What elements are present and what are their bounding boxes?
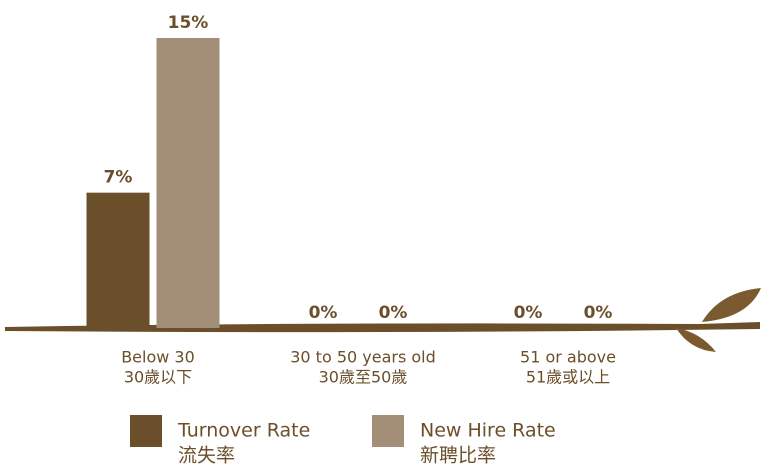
- value-label: 7%: [104, 168, 133, 188]
- legend-label: Turnover Rate: [177, 420, 310, 442]
- leaf: [702, 288, 761, 322]
- value-label: 0%: [309, 303, 338, 323]
- branch: [5, 288, 761, 352]
- legend-label: 新聘比率: [420, 445, 496, 467]
- legend-label: 流失率: [178, 445, 235, 467]
- legend-swatch: [372, 415, 404, 447]
- bar: [86, 192, 150, 328]
- leaf: [676, 328, 716, 352]
- x-tick-label: Below 30: [121, 348, 195, 367]
- x-tick-label: 30 to 50 years old: [290, 348, 436, 367]
- value-label: 15%: [168, 13, 209, 33]
- x-tick-label: 51歲或以上: [526, 368, 610, 387]
- value-label: 0%: [379, 303, 408, 323]
- legend-swatch: [130, 415, 162, 447]
- bar: [156, 38, 220, 328]
- branch-line: [5, 322, 760, 333]
- x-tick-label: 30歲以下: [124, 368, 192, 387]
- x-tick-label: 30歲至50歲: [319, 368, 408, 387]
- value-label: 0%: [514, 303, 543, 323]
- legend-label: New Hire Rate: [420, 420, 556, 442]
- value-label: 0%: [584, 303, 613, 323]
- x-tick-label: 51 or above: [520, 348, 616, 367]
